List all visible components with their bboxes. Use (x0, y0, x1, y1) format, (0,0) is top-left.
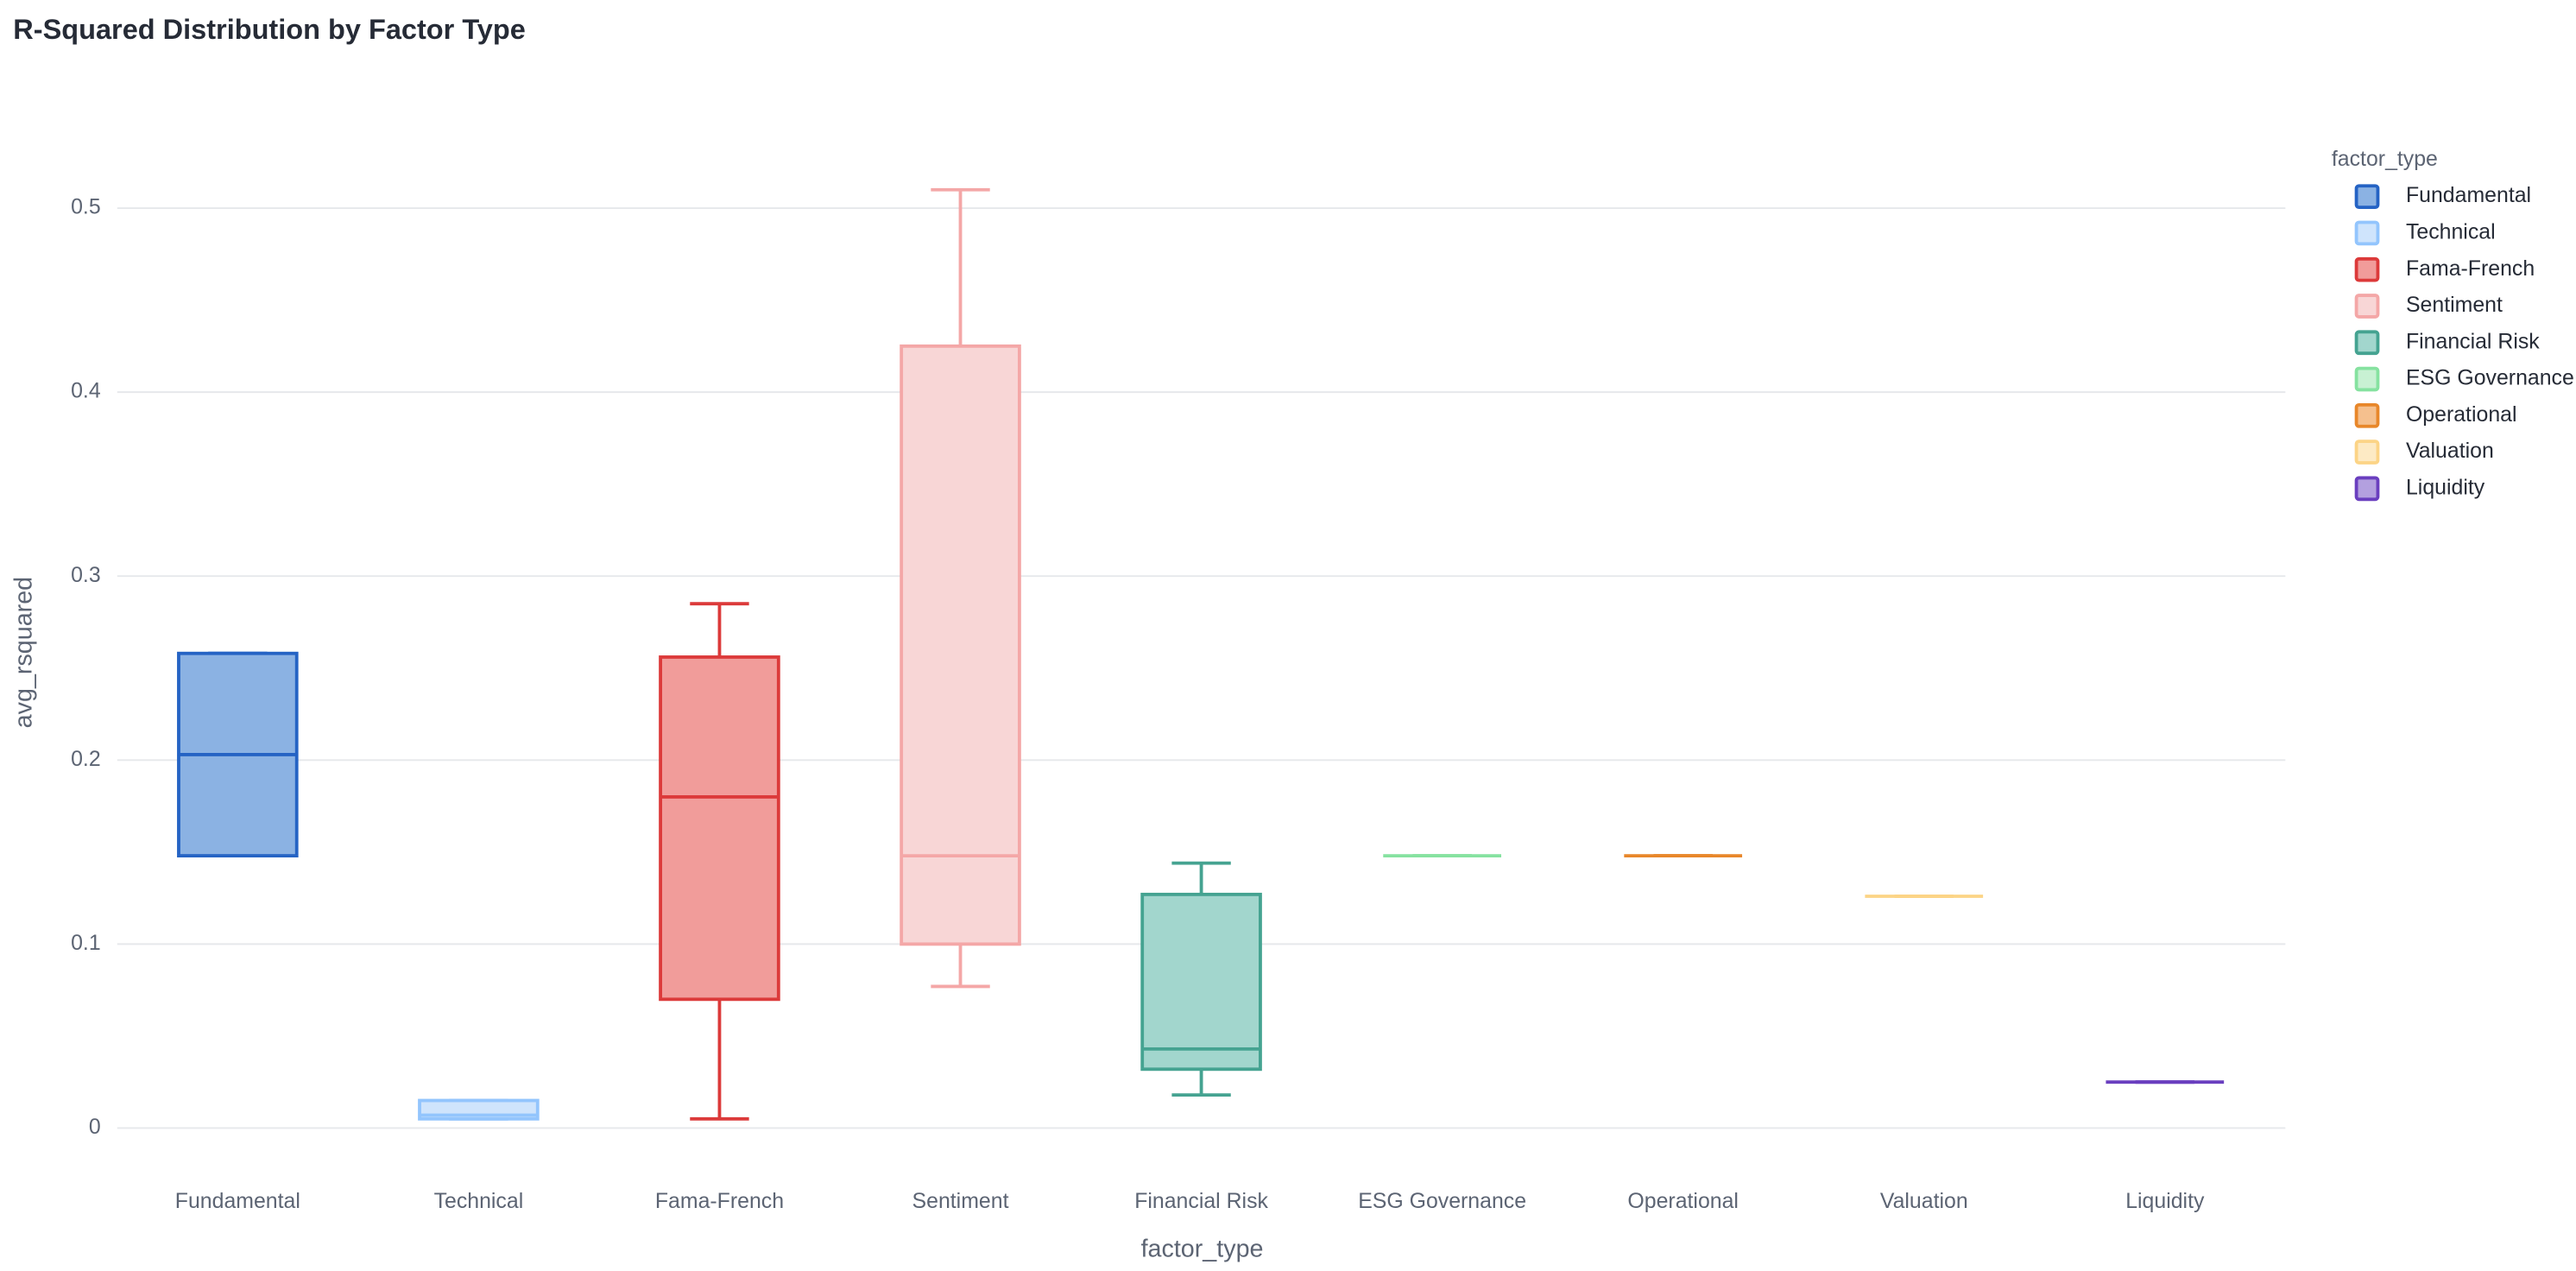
box (1140, 892, 1262, 1072)
x-tick-label: Fama-French (655, 1189, 784, 1213)
legend-swatch (2354, 256, 2380, 282)
y-axis-label: avg_rsquared (9, 577, 37, 728)
y-tick-label: 0.4 (71, 379, 101, 403)
legend-label: Fama-French (2406, 256, 2535, 281)
legend-swatch (2354, 184, 2380, 210)
legend-swatch (2354, 330, 2380, 356)
legend-label: Liquidity (2406, 475, 2485, 499)
x-axis-label: factor_type (1141, 1236, 1264, 1263)
x-tick-label: Operational (1627, 1189, 1739, 1213)
legend-title: factor_type (2332, 147, 2438, 171)
legend-label: Valuation (2406, 439, 2494, 463)
legend-label: Technical (2406, 220, 2496, 244)
x-tick-label: Valuation (1880, 1189, 1968, 1213)
legend-label: Operational (2406, 402, 2517, 427)
y-tick-label: 0 (89, 1115, 101, 1139)
y-tick-label: 0.3 (71, 563, 101, 587)
box (900, 344, 1021, 946)
y-tick-label: 0.5 (71, 195, 101, 219)
legend-swatch (2354, 294, 2380, 319)
legend-label: Sentiment (2406, 293, 2503, 317)
legend-swatch (2354, 402, 2380, 428)
legend-swatch (2354, 366, 2380, 392)
x-tick-label: Financial Risk (1134, 1189, 1268, 1213)
x-tick-label: Sentiment (912, 1189, 1009, 1213)
y-tick-label: 0.1 (71, 931, 101, 955)
legend-label: Financial Risk (2406, 329, 2540, 353)
x-tick-label: Technical (434, 1189, 524, 1213)
box (659, 655, 780, 1002)
x-tick-label: Liquidity (2125, 1189, 2205, 1213)
x-tick-label: ESG Governance (1358, 1189, 1526, 1213)
legend-label: Fundamental (2406, 183, 2531, 207)
x-tick-label: Fundamental (175, 1189, 300, 1213)
chart-title: R-Squared Distribution by Factor Type (13, 14, 525, 45)
legend-swatch (2354, 476, 2380, 502)
legend-swatch (2354, 220, 2380, 246)
legend-swatch (2354, 439, 2380, 465)
y-tick-label: 0.2 (71, 747, 101, 771)
legend-label: ESG Governance (2406, 366, 2574, 390)
